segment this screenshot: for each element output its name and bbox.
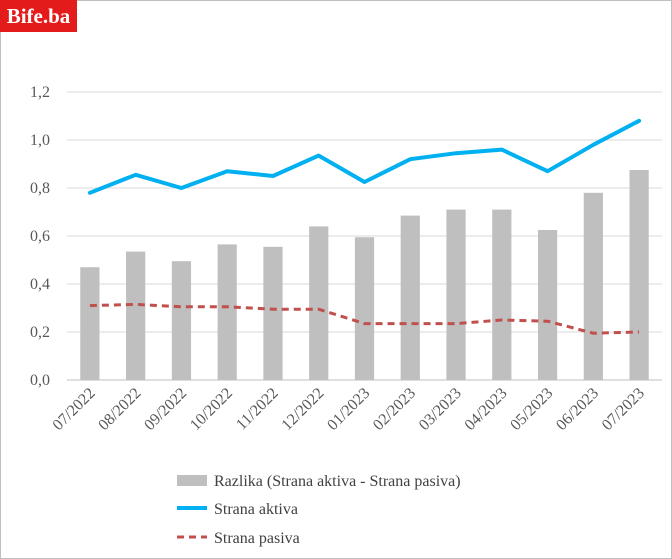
series-line-strana-pasiva — [89, 302, 640, 335]
bar — [583, 192, 603, 380]
y-axis-ticks: 0,0 0,2 0,4 0,6 0,8 1,0 1,2 — [30, 84, 50, 389]
x-tick-label: 10/2022 — [187, 385, 236, 434]
brand-logo[interactable]: Bife.ba — [0, 0, 77, 32]
y-tick-label: 1,0 — [30, 132, 50, 149]
x-tick-label: 09/2022 — [141, 385, 190, 434]
legend-label: Razlika (Strana aktiva - Strana pasiva) — [214, 473, 461, 490]
y-tick-label: 0,0 — [30, 372, 50, 389]
legend-label: Strana pasiva — [214, 530, 300, 547]
x-tick-label: 04/2023 — [462, 385, 511, 434]
x-axis-ticks: 07/202208/202209/202210/202211/202212/20… — [50, 385, 648, 434]
bar-series — [80, 170, 649, 380]
bar — [537, 230, 558, 380]
y-tick-label: 0,4 — [30, 276, 50, 293]
y-tick-label: 1,2 — [30, 84, 50, 101]
legend-swatch-bar — [177, 475, 207, 486]
series-line-strana-aktiva — [87, 118, 642, 195]
line-series — [87, 118, 642, 335]
y-tick-label: 0,8 — [30, 180, 50, 197]
x-tick-label: 05/2023 — [507, 385, 556, 434]
legend: Razlika (Strana aktiva - Strana pasiva) S… — [177, 473, 461, 547]
bar — [80, 267, 100, 380]
y-tick-label: 0,6 — [30, 228, 50, 245]
bar — [126, 251, 146, 380]
bar — [309, 226, 329, 380]
legend-label: Strana aktiva — [214, 501, 298, 518]
x-tick-label: 06/2023 — [553, 385, 602, 434]
y-tick-label: 0,2 — [30, 324, 50, 341]
x-tick-label: 02/2023 — [370, 385, 419, 434]
x-tick-label: 12/2022 — [278, 385, 327, 434]
bar — [217, 244, 237, 380]
bar — [492, 209, 512, 380]
bar — [171, 261, 192, 380]
x-tick-label: 03/2023 — [416, 385, 465, 434]
bar — [400, 215, 420, 380]
x-tick-label: 11/2022 — [233, 385, 282, 434]
bar — [354, 237, 375, 380]
bar — [263, 246, 283, 380]
x-tick-label: 07/2022 — [50, 385, 99, 434]
bar — [629, 170, 649, 380]
x-tick-label: 08/2022 — [95, 385, 144, 434]
x-tick-label: 01/2023 — [324, 385, 373, 434]
bar — [446, 209, 466, 380]
x-tick-label: 07/2023 — [599, 385, 648, 434]
